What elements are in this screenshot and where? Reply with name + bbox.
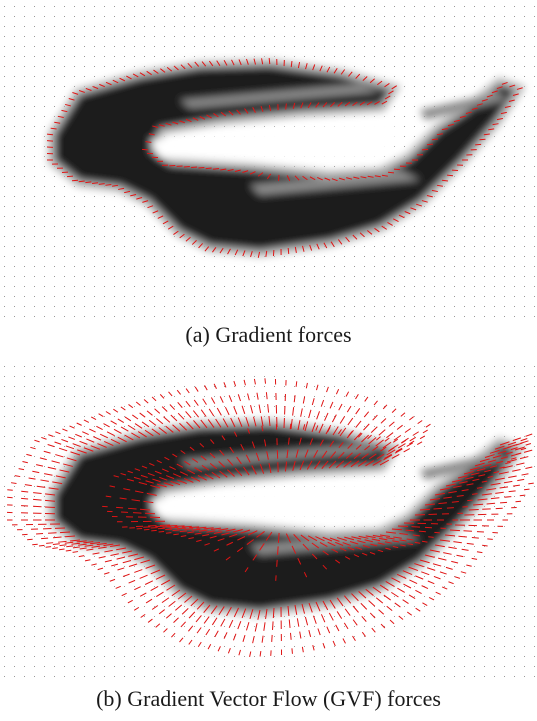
figure-panel-gradient (0, 0, 537, 318)
object-silhouette (48, 418, 526, 618)
gradient-force-arrows (46, 57, 523, 258)
caption-gvf-forces: (b) Gradient Vector Flow (GVF) forces (96, 686, 441, 711)
figure-panel-gvf (0, 360, 537, 678)
gvf-force-arrows (7, 378, 534, 657)
gradient-force-field-image (4, 6, 535, 317)
object-silhouette (48, 58, 526, 258)
gvf-force-field-image (4, 366, 535, 677)
caption-gradient-forces: (a) Gradient forces (185, 322, 352, 347)
